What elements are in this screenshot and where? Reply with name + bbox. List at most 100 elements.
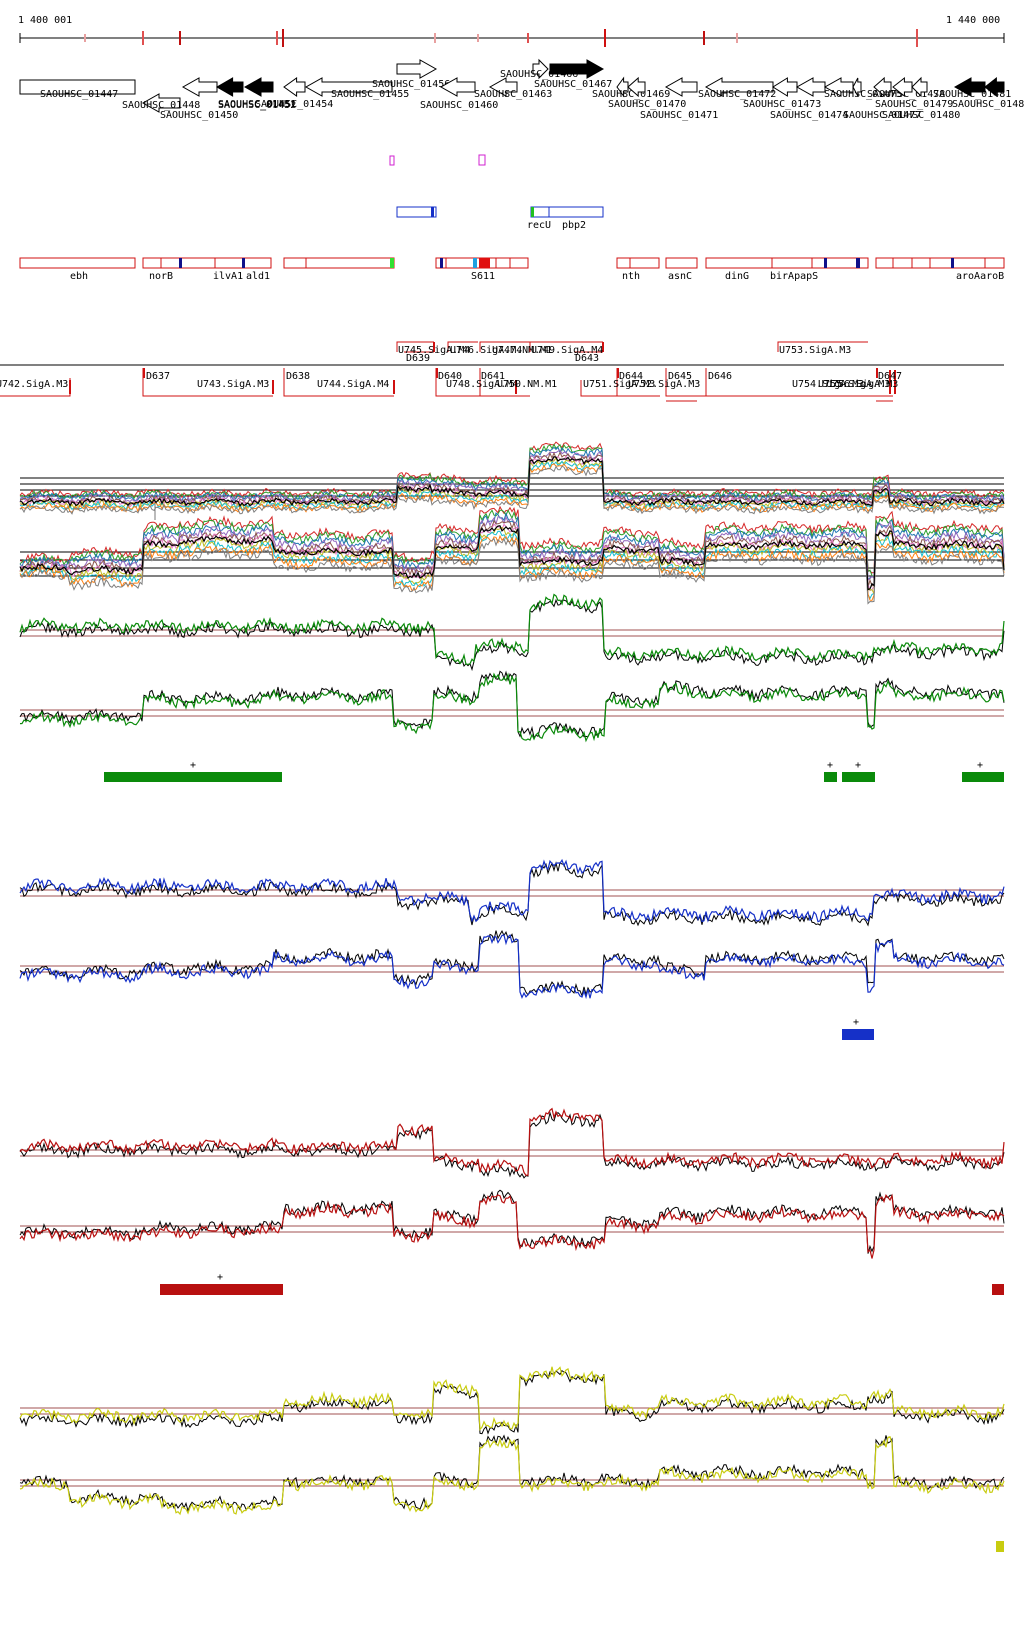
expression-line: [19, 934, 1005, 1000]
gene-label: SAOUHSC_01478: [867, 89, 945, 100]
gene-arrow: [892, 76, 913, 98]
gene-name-dinG: dinG: [725, 271, 749, 282]
segment-label: U744.SigA.M4: [317, 379, 389, 390]
plus-marker: +: [977, 760, 983, 771]
segment-label: U751.SigA.M3: [583, 379, 655, 390]
ruler-ticks: [84, 29, 918, 47]
segment-label: D647: [878, 371, 902, 382]
highlight-bar: [962, 772, 1004, 782]
gene-arrow: [627, 76, 646, 98]
expression-line: [19, 511, 1005, 581]
gene-label: SAOUHSC_01463: [474, 89, 552, 100]
gene-name-asnC: asnC: [668, 271, 692, 282]
gene-arrow: [953, 77, 986, 97]
segment-label: D643: [575, 353, 599, 364]
expression-line: [19, 1436, 1005, 1516]
gene-arrow: [439, 77, 476, 97]
gene-label: SAOUHSC_01471: [640, 110, 718, 121]
expression-line-reference: [19, 670, 1005, 739]
gene-name-aroAaroB: aroAaroB: [956, 271, 1004, 282]
highlight-bar: [104, 772, 282, 782]
segment-label: D639: [406, 353, 430, 364]
highlight-bar: [824, 772, 837, 782]
expression-line: [19, 515, 1005, 581]
gene-label: SAOUHSC_01475: [824, 89, 902, 100]
gene-arrow: [704, 77, 774, 97]
gene-arrow: [984, 76, 1005, 98]
expression-line-reference: [19, 525, 1005, 591]
gene-label: SAOUHSC_01447: [40, 89, 118, 100]
plus-marker: +: [855, 760, 861, 771]
segment-label: U746.SigA.M4: [450, 345, 522, 356]
gene-name-ilvA1: ilvA1: [213, 271, 243, 282]
operon-box: [530, 206, 604, 218]
segment-label: D638: [286, 371, 310, 382]
gene-arrow: [532, 58, 549, 80]
expression-line: [19, 1366, 1005, 1431]
gene-name-norB: norB: [149, 271, 173, 282]
expression-line-reference: [19, 1111, 1005, 1179]
segment-label: D644: [619, 371, 643, 382]
expression-line-reference: [19, 598, 1005, 672]
gene-arrow: [795, 77, 826, 97]
expression-line: [19, 441, 1005, 499]
ruler-start-label: 1 400 001: [18, 15, 72, 26]
highlight-bar: [842, 1029, 874, 1040]
segment-label: U752.SigA.M3: [628, 379, 700, 390]
motif-marker: [389, 155, 395, 166]
gene-label: SAOUHSC_01452: [218, 100, 296, 111]
gene-label: SAOUHSC_01480: [882, 110, 960, 121]
segment-label: U749.SigA.M4: [531, 345, 603, 356]
segment-label: D641: [481, 371, 505, 382]
expression-panel-green: [19, 593, 1005, 743]
segment-label: U750.NM.M1: [497, 379, 557, 390]
expression-panel-yellow: [19, 1366, 1005, 1516]
segment-label: U742.SigA.M3: [0, 379, 68, 390]
gene-label: SAOUHSC_01481: [933, 89, 1011, 100]
operon-box: [396, 206, 437, 218]
operon-track: recU pbp2: [396, 206, 604, 231]
gene-arrow: [488, 77, 518, 97]
expression-line: [19, 593, 1005, 665]
gene-label: SAOUHSC_01450: [160, 110, 238, 121]
gene-arrow: [283, 77, 306, 97]
segment-label: U756.SigA.M3: [826, 379, 898, 390]
gene-arrow: [772, 77, 798, 97]
gene-arrow: [215, 77, 244, 97]
expression-panel-red: [19, 1107, 1005, 1259]
transcription-unit-track: ebh norB ilvA1 ald1 S611 nth asnC dinG b…: [19, 257, 1005, 282]
expression-line: [19, 858, 1005, 923]
gene-arrow: [19, 79, 136, 95]
operon-label-pbp2: pbp2: [562, 220, 586, 231]
segment-label: D640: [438, 371, 462, 382]
highlight-bar: [842, 772, 875, 782]
gene-label: SAOUHSC_01477: [843, 110, 921, 121]
gene-arrow: [181, 77, 218, 97]
segment-label: D645: [668, 371, 692, 382]
plus-marker: +: [217, 1272, 223, 1283]
gene-arrow: [141, 93, 181, 113]
plus-marker: +: [827, 760, 833, 771]
gene-arrow: [396, 59, 438, 79]
ruler-end-label: 1 440 000: [946, 15, 1000, 26]
expression-line: [19, 457, 1005, 510]
expression-line: [19, 1107, 1005, 1177]
gene-label: SAOUHSC_01466: [500, 69, 578, 80]
gene-label: SAOUHSC_01470: [608, 99, 686, 110]
gene-label: SAOUHSC_01467: [534, 79, 612, 90]
gene-arrow: [304, 77, 393, 97]
expression-line-reference: [19, 1189, 1005, 1254]
expression-line: [19, 509, 1005, 578]
gene-track: SAOUHSC_01447SAOUHSC_01448SAOUHSC_01450S…: [19, 58, 1024, 121]
gene-name-birApapS: birApapS: [770, 271, 818, 282]
gene-arrow: [616, 76, 629, 98]
plus-marker: +: [853, 1017, 859, 1028]
expression-line-reference: [19, 861, 1005, 927]
gene-label: SAOUHSC_01456: [372, 79, 450, 90]
segment-label: U745.SigA.M4: [398, 345, 470, 356]
gene-label: SAOUHSC_01482: [952, 99, 1024, 110]
segment-label: U754.SigA.M3: [792, 379, 864, 390]
plus-marker: +: [190, 760, 196, 771]
coordinate-ruler: 1 400 001 1 440 000: [18, 15, 1005, 47]
